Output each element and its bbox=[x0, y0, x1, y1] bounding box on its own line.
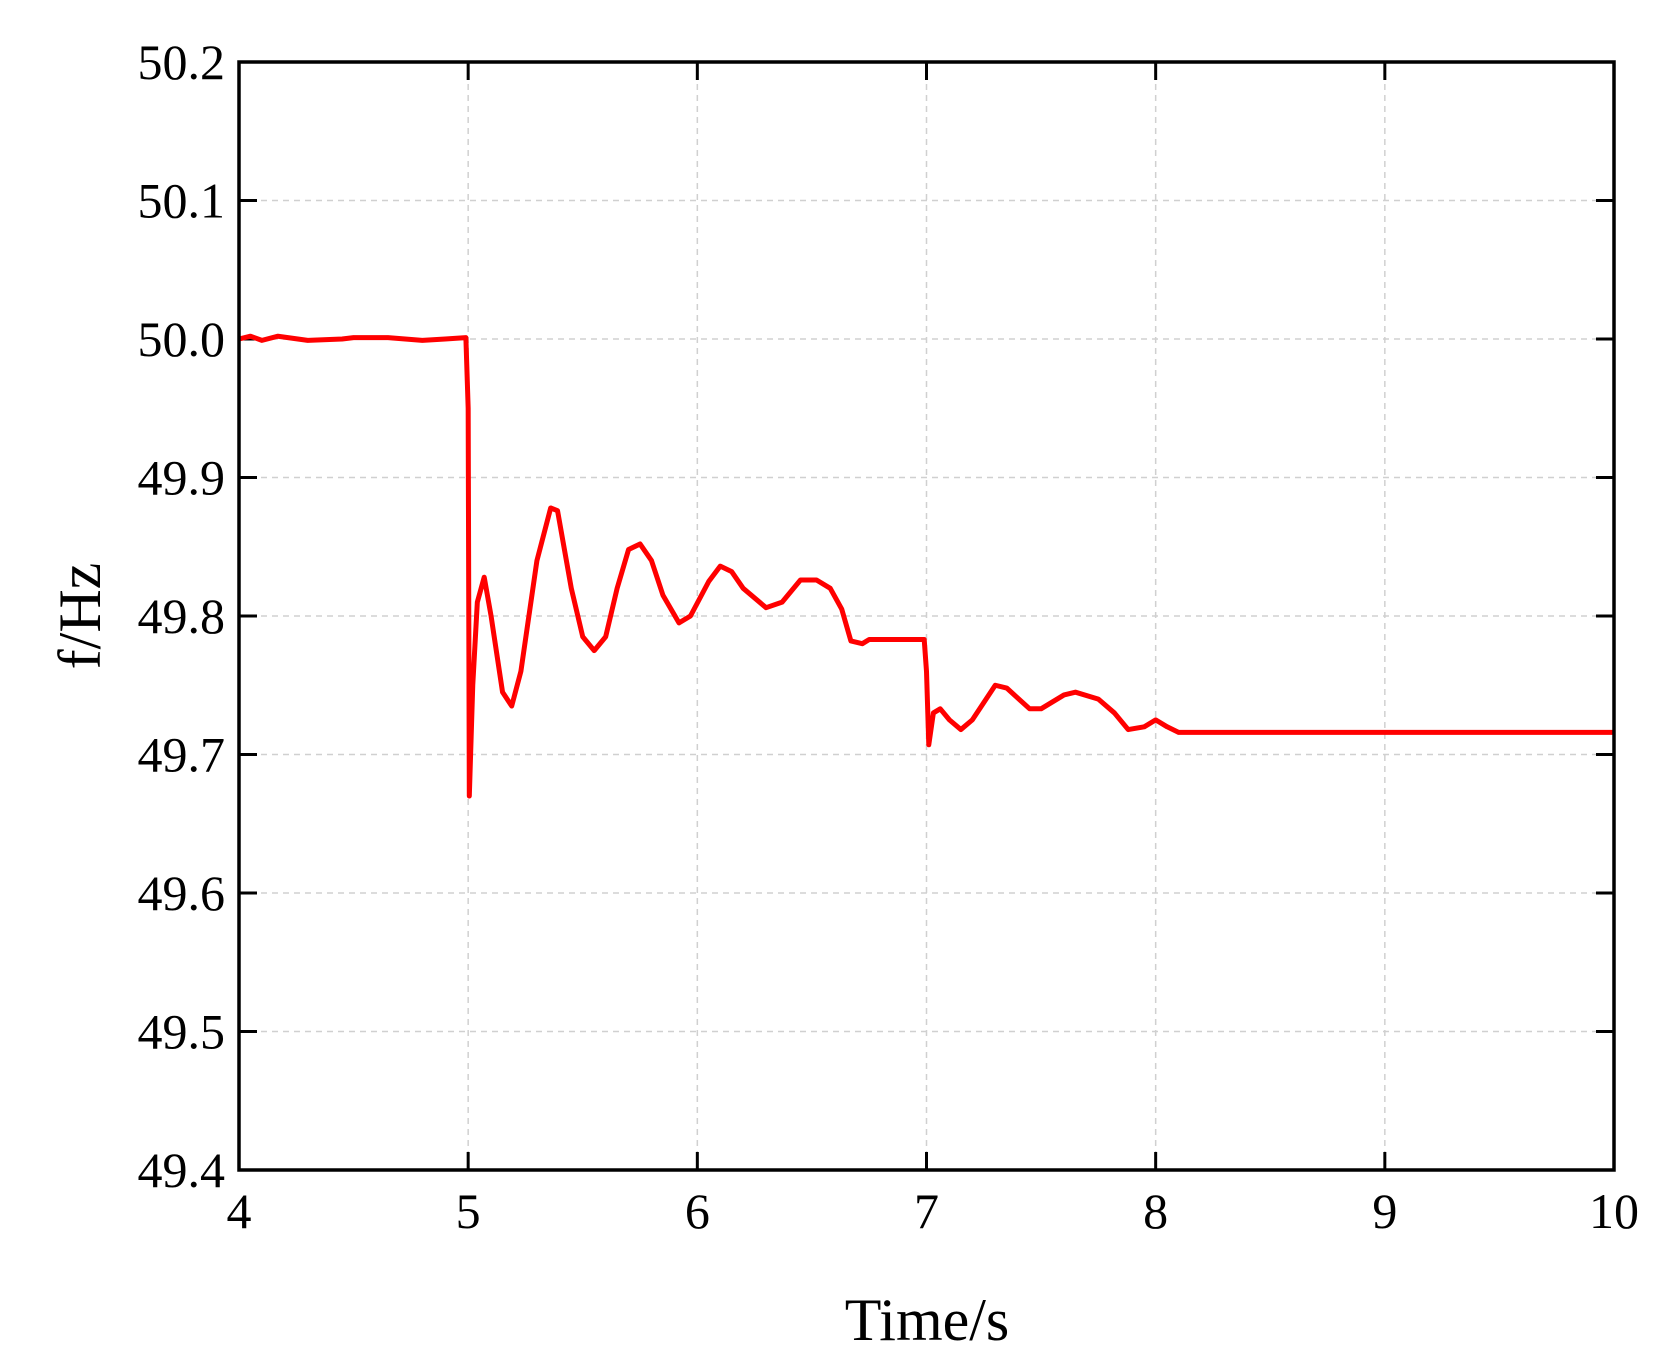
y-tick-label: 49.5 bbox=[138, 1004, 226, 1060]
y-tick-label: 49.7 bbox=[138, 727, 226, 783]
x-axis-label: Time/s bbox=[845, 1287, 1010, 1353]
y-tick-label: 50.2 bbox=[138, 34, 226, 90]
x-tick-label: 10 bbox=[1589, 1183, 1639, 1239]
x-tick-label: 9 bbox=[1372, 1183, 1397, 1239]
x-tick-label: 4 bbox=[227, 1183, 252, 1239]
y-tick-label: 50.0 bbox=[138, 311, 226, 367]
x-tick-label: 5 bbox=[456, 1183, 481, 1239]
plot-frame bbox=[237, 60, 1616, 1172]
y-tick-label: 49.9 bbox=[138, 450, 226, 506]
x-tick-label: 6 bbox=[685, 1183, 710, 1239]
y-tick-label: 49.4 bbox=[138, 1142, 226, 1198]
y-axis-label: f/Hz bbox=[47, 563, 113, 670]
y-tick-label: 49.6 bbox=[138, 865, 226, 921]
y-tick-label: 49.8 bbox=[138, 588, 226, 644]
x-tick-label: 8 bbox=[1143, 1183, 1168, 1239]
y-tick-label: 50.1 bbox=[138, 173, 226, 229]
data-line bbox=[238, 333, 1614, 799]
x-tick-label: 7 bbox=[914, 1183, 939, 1239]
